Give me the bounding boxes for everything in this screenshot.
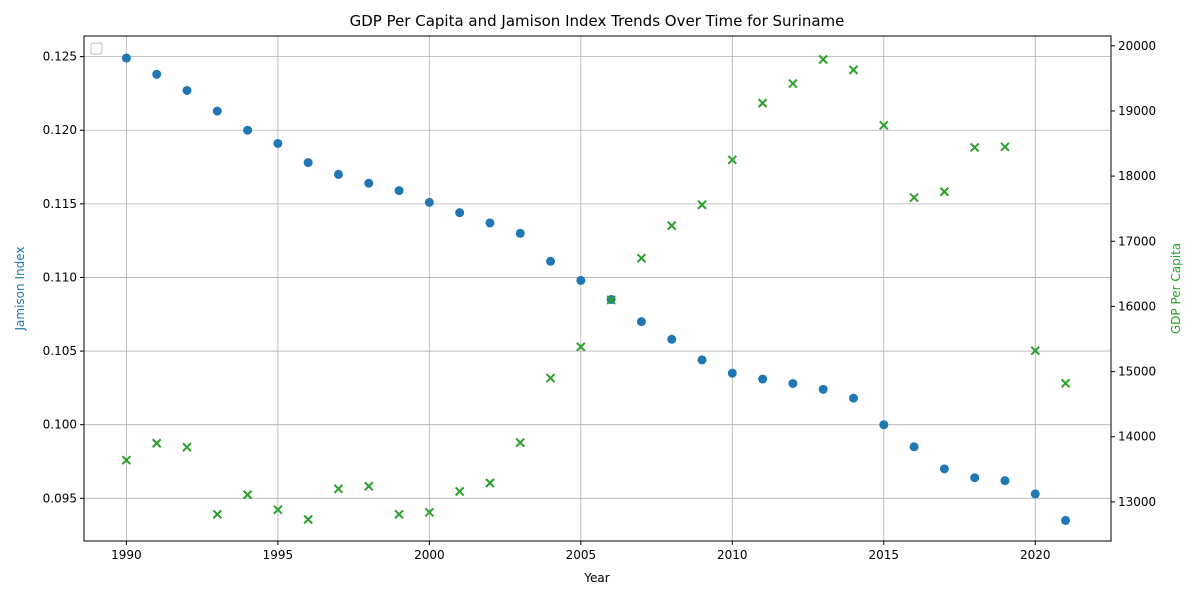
grid-lines xyxy=(84,36,1111,541)
gdp-per-capita-point xyxy=(697,200,707,210)
x-axis-label: Year xyxy=(583,571,609,585)
gdp-per-capita-point xyxy=(939,187,950,197)
x-tick-label: 2010 xyxy=(717,548,748,562)
jamison-index-point xyxy=(636,317,646,327)
gdp-per-capita-point xyxy=(1060,378,1071,389)
y-right-tick-label: 15000 xyxy=(1118,365,1156,379)
gdp-per-capita-point xyxy=(273,505,283,515)
gdp-per-capita-point xyxy=(212,509,223,519)
jamison-index-point xyxy=(1000,476,1010,486)
plot-frame xyxy=(83,35,1112,542)
y-right-tick-label: 19000 xyxy=(1118,104,1156,118)
jamison-index-point xyxy=(303,158,313,168)
gdp-per-capita-point xyxy=(879,120,889,130)
gdp-per-capita-point xyxy=(576,342,586,352)
x-tick-label: 2005 xyxy=(566,548,597,562)
x-axis: 1990 1995 2000 2005 2010 2015 2020 xyxy=(111,541,1051,562)
jamison-index-point xyxy=(121,53,131,63)
jamison-index-point xyxy=(333,169,343,179)
jamison-index-point xyxy=(576,275,586,285)
jamison-index-point xyxy=(818,384,828,394)
chart-title: GDP Per Capita and Jamison Index Trends … xyxy=(350,12,845,30)
gdp-per-capita-point xyxy=(636,253,647,263)
y-right-tick-label: 13000 xyxy=(1118,495,1156,509)
jamison-index-point xyxy=(515,228,525,238)
y-axis-left: 0.095 0.100 0.105 0.110 0.115 0.120 0.125 xyxy=(43,50,84,505)
gdp-per-capita-point xyxy=(454,486,465,497)
jamison-index-point xyxy=(788,378,798,388)
y-right-tick-label: 18000 xyxy=(1118,169,1156,183)
gdp-per-capita-point xyxy=(333,484,344,494)
gdp-per-capita-point xyxy=(667,220,677,231)
y-left-tick-label: 0.105 xyxy=(43,344,77,358)
gdp-per-capita-point xyxy=(394,509,404,519)
y-right-tick-label: 14000 xyxy=(1118,430,1156,444)
jamison-index-point xyxy=(970,473,980,483)
y-right-tick-label: 16000 xyxy=(1118,299,1156,313)
x-tick-label: 1990 xyxy=(111,548,142,562)
gdp-per-capita-point xyxy=(606,295,616,305)
x-tick-label: 2000 xyxy=(414,548,445,562)
jamison-index-point xyxy=(667,334,677,344)
gdp-per-capita-point xyxy=(818,54,828,65)
y-left-tick-label: 0.110 xyxy=(43,270,77,284)
gdp-per-capita-point xyxy=(788,78,798,89)
gdp-per-capita-point xyxy=(242,490,253,500)
y-axis-label-right: GDP Per Capita xyxy=(1169,243,1183,334)
y-left-tick-label: 0.120 xyxy=(43,123,77,137)
y-axis-label-left: Jamison Index xyxy=(13,247,27,332)
jamison-index-point xyxy=(243,125,253,135)
jamison-index-point xyxy=(273,138,283,148)
y-right-tick-label: 17000 xyxy=(1118,234,1156,248)
gdp-per-capita-point xyxy=(1000,142,1010,152)
gdp-per-capita-point xyxy=(152,438,162,448)
data-points xyxy=(121,53,1071,525)
gdp-per-capita-point xyxy=(485,478,495,488)
jamison-index-point xyxy=(1061,515,1071,525)
jamison-index-point xyxy=(727,368,737,378)
gdp-per-capita-point xyxy=(121,455,132,465)
jamison-index-point xyxy=(879,420,889,430)
jamison-index-point xyxy=(424,197,434,207)
jamison-index-point xyxy=(909,442,919,452)
x-tick-label: 2015 xyxy=(869,548,900,562)
y-left-tick-label: 0.125 xyxy=(43,50,77,64)
gdp-per-capita-point xyxy=(545,373,556,383)
x-tick-label: 1995 xyxy=(263,548,294,562)
y-left-tick-label: 0.095 xyxy=(43,491,77,505)
gdp-per-capita-point xyxy=(848,65,859,75)
gdp-per-capita-point xyxy=(757,98,768,108)
y-right-tick-label: 20000 xyxy=(1118,39,1156,53)
jamison-index-point xyxy=(939,464,949,474)
gdp-per-capita-point xyxy=(364,481,374,491)
gdp-per-capita-point xyxy=(182,442,192,452)
legend-box xyxy=(90,42,103,55)
gdp-per-capita-point xyxy=(969,142,980,153)
y-left-tick-label: 0.100 xyxy=(43,418,77,432)
jamison-index-point xyxy=(758,374,768,384)
y-left-tick-label: 0.115 xyxy=(43,197,77,211)
gdp-per-capita-point xyxy=(515,437,525,448)
y-axis-right: 13000 14000 15000 16000 17000 18000 19000 20000 xyxy=(1111,39,1156,509)
jamison-index-point xyxy=(1030,489,1040,499)
x-tick-label: 2020 xyxy=(1020,548,1051,562)
jamison-index-point xyxy=(848,393,858,403)
gdp-per-capita-point xyxy=(1030,346,1040,356)
jamison-index-point xyxy=(485,218,495,228)
jamison-index-point xyxy=(212,106,222,116)
jamison-index-point xyxy=(182,85,192,95)
gdp-per-capita-point xyxy=(909,192,919,203)
jamison-index-point xyxy=(455,208,465,218)
gdp-per-capita-point xyxy=(424,507,435,518)
jamison-index-point xyxy=(546,256,556,266)
jamison-index-point xyxy=(697,355,707,365)
jamison-index-point xyxy=(394,186,404,196)
gdp-per-capita-point xyxy=(303,514,313,525)
jamison-index-point xyxy=(364,178,374,188)
jamison-index-point xyxy=(152,69,162,79)
gdp-per-capita-point xyxy=(727,155,738,165)
